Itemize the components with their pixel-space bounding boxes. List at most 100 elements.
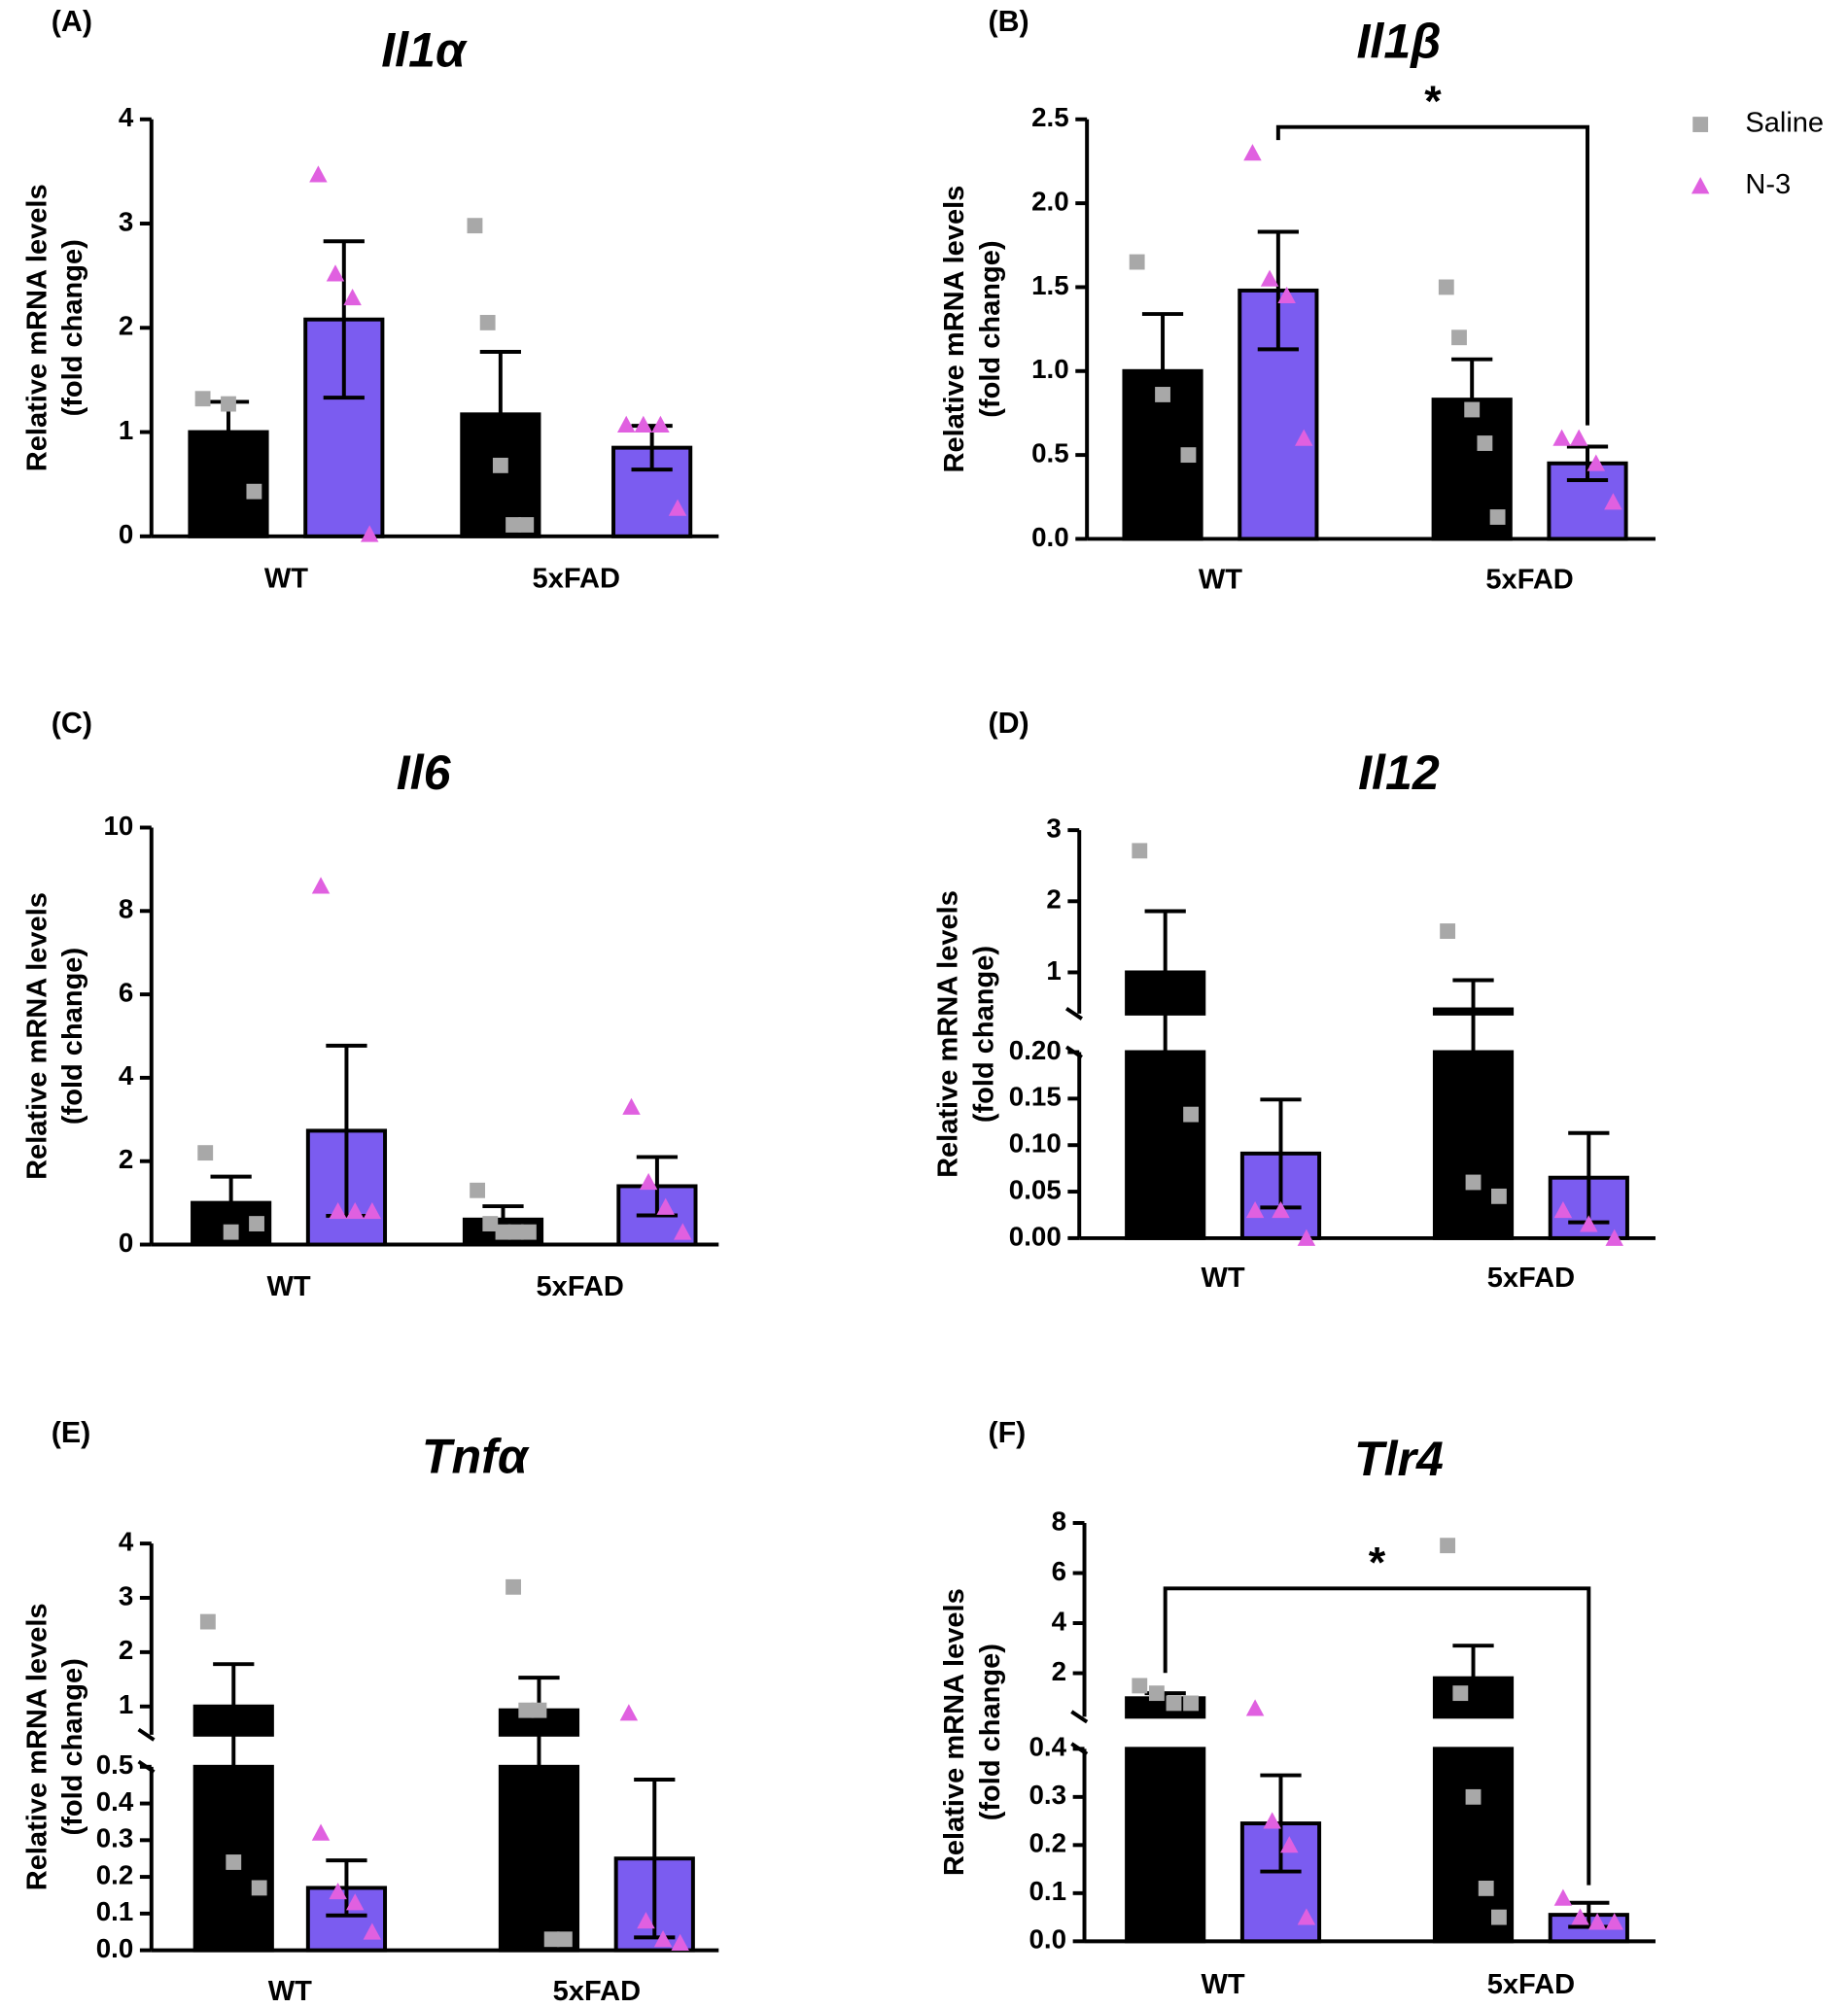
data-point: [1490, 1188, 1507, 1204]
significance-label: *: [1424, 76, 1442, 125]
y-axis-label: (fold change): [57, 239, 88, 416]
data-point: [518, 1702, 535, 1718]
y-tick-label: 3: [1046, 813, 1061, 843]
chart-title: Tnfα: [422, 1430, 530, 1484]
data-point: [1587, 1913, 1607, 1930]
data-point: [197, 1145, 214, 1161]
y-tick-label: 2.0: [1031, 186, 1069, 216]
data-point: [653, 1930, 673, 1948]
y-tick-label: 0.4: [96, 1786, 134, 1817]
legend-label: N-3: [1745, 169, 1791, 200]
data-point: [223, 1224, 239, 1240]
panel-label: (C): [52, 708, 92, 740]
bar: [1125, 1747, 1206, 1944]
data-point: [1553, 1200, 1573, 1219]
data-point: [1553, 1888, 1573, 1906]
y-tick-label: 0.4: [1029, 1732, 1066, 1762]
data-point: [467, 218, 483, 234]
data-point: [556, 1931, 573, 1948]
data-point: [363, 1201, 382, 1220]
data-point: [1245, 1699, 1265, 1716]
x-tick-label: 5xFAD: [1487, 1969, 1575, 2000]
y-tick-label: 0.5: [96, 1749, 134, 1780]
data-point: [1132, 843, 1148, 859]
data-point: [671, 1933, 689, 1951]
y-tick-label: 10: [103, 811, 133, 841]
data-point: [518, 517, 535, 533]
panel-label: (B): [989, 6, 1029, 38]
data-point: [1489, 509, 1506, 525]
x-tick-label: WT: [264, 563, 308, 594]
data-point: [1604, 493, 1622, 510]
y-tick-label: 1: [119, 415, 133, 445]
data-point: [634, 415, 653, 433]
data-point: [343, 288, 362, 306]
data-point: [616, 415, 636, 433]
x-tick-label: WT: [268, 1976, 312, 2007]
data-point: [656, 1197, 675, 1215]
y-tick-label: 6: [119, 977, 133, 1007]
data-point: [1478, 1880, 1494, 1896]
y-tick-label: 8: [1052, 1506, 1066, 1536]
axis-break: [1064, 1045, 1083, 1059]
x-tick-label: 5xFAD: [553, 1976, 641, 2007]
x-tick-label: 5xFAD: [533, 563, 620, 594]
data-point: [637, 1912, 655, 1929]
data-point: [1605, 1229, 1623, 1246]
data-point: [1155, 387, 1170, 402]
y-axis-label: Relative mRNA levels: [21, 892, 52, 1180]
data-point: [520, 1224, 537, 1240]
data-point: [1183, 1695, 1200, 1712]
axis-break: [137, 1727, 156, 1742]
data-point: [329, 1882, 347, 1900]
data-point: [1465, 1174, 1482, 1191]
y-tick-label: 0.3: [96, 1823, 134, 1853]
bar: [1432, 1747, 1515, 1944]
data-point: [1440, 1538, 1456, 1554]
data-point: [346, 1893, 365, 1911]
data-point: [1129, 254, 1145, 270]
y-tick-label: 0.2: [1029, 1828, 1066, 1858]
y-tick-label: 0.05: [1009, 1174, 1062, 1204]
y-tick-label: 0: [119, 1228, 133, 1258]
data-point: [479, 315, 496, 330]
y-tick-label: 0.0: [1029, 1924, 1066, 1955]
data-point: [346, 1201, 365, 1220]
y-tick-label: 2: [1046, 884, 1061, 915]
y-tick-label: 0.20: [1009, 1035, 1062, 1065]
data-point: [1297, 1908, 1316, 1925]
y-tick-label: 0.5: [1031, 437, 1069, 467]
y-tick-label: 1: [1046, 955, 1061, 986]
x-tick-label: 5xFAD: [537, 1271, 624, 1302]
y-axis-label: (fold change): [57, 948, 88, 1125]
y-tick-label: 0: [119, 519, 133, 549]
y-tick-label: 1.0: [1031, 354, 1069, 384]
data-point: [360, 525, 379, 542]
y-axis-label: Relative mRNA levels: [933, 890, 964, 1178]
y-tick-label: 3: [119, 206, 133, 236]
data-point: [492, 457, 508, 473]
data-point: [1183, 1106, 1200, 1123]
y-tick-label: 8: [119, 894, 133, 924]
data-point: [1245, 1200, 1265, 1219]
y-tick-label: 0.1: [96, 1896, 134, 1926]
axis-break: [137, 1759, 156, 1774]
data-point: [1243, 144, 1262, 161]
bar: [498, 1764, 580, 1953]
y-axis-label: (fold change): [975, 240, 1006, 417]
data-point: [1586, 454, 1606, 471]
data-point: [329, 1201, 347, 1220]
data-point: [1132, 1678, 1148, 1694]
data-point: [251, 1880, 267, 1896]
data-point: [309, 165, 328, 183]
data-point: [1438, 279, 1454, 295]
data-point: [1569, 429, 1588, 446]
y-tick-label: 0.00: [1009, 1221, 1062, 1251]
data-point: [1277, 286, 1296, 303]
y-tick-label: 4: [119, 1060, 134, 1091]
y-tick-label: 0.10: [1009, 1128, 1062, 1159]
data-point: [1295, 429, 1313, 446]
data-point: [674, 1223, 692, 1240]
y-axis-label: (fold change): [969, 946, 1000, 1123]
